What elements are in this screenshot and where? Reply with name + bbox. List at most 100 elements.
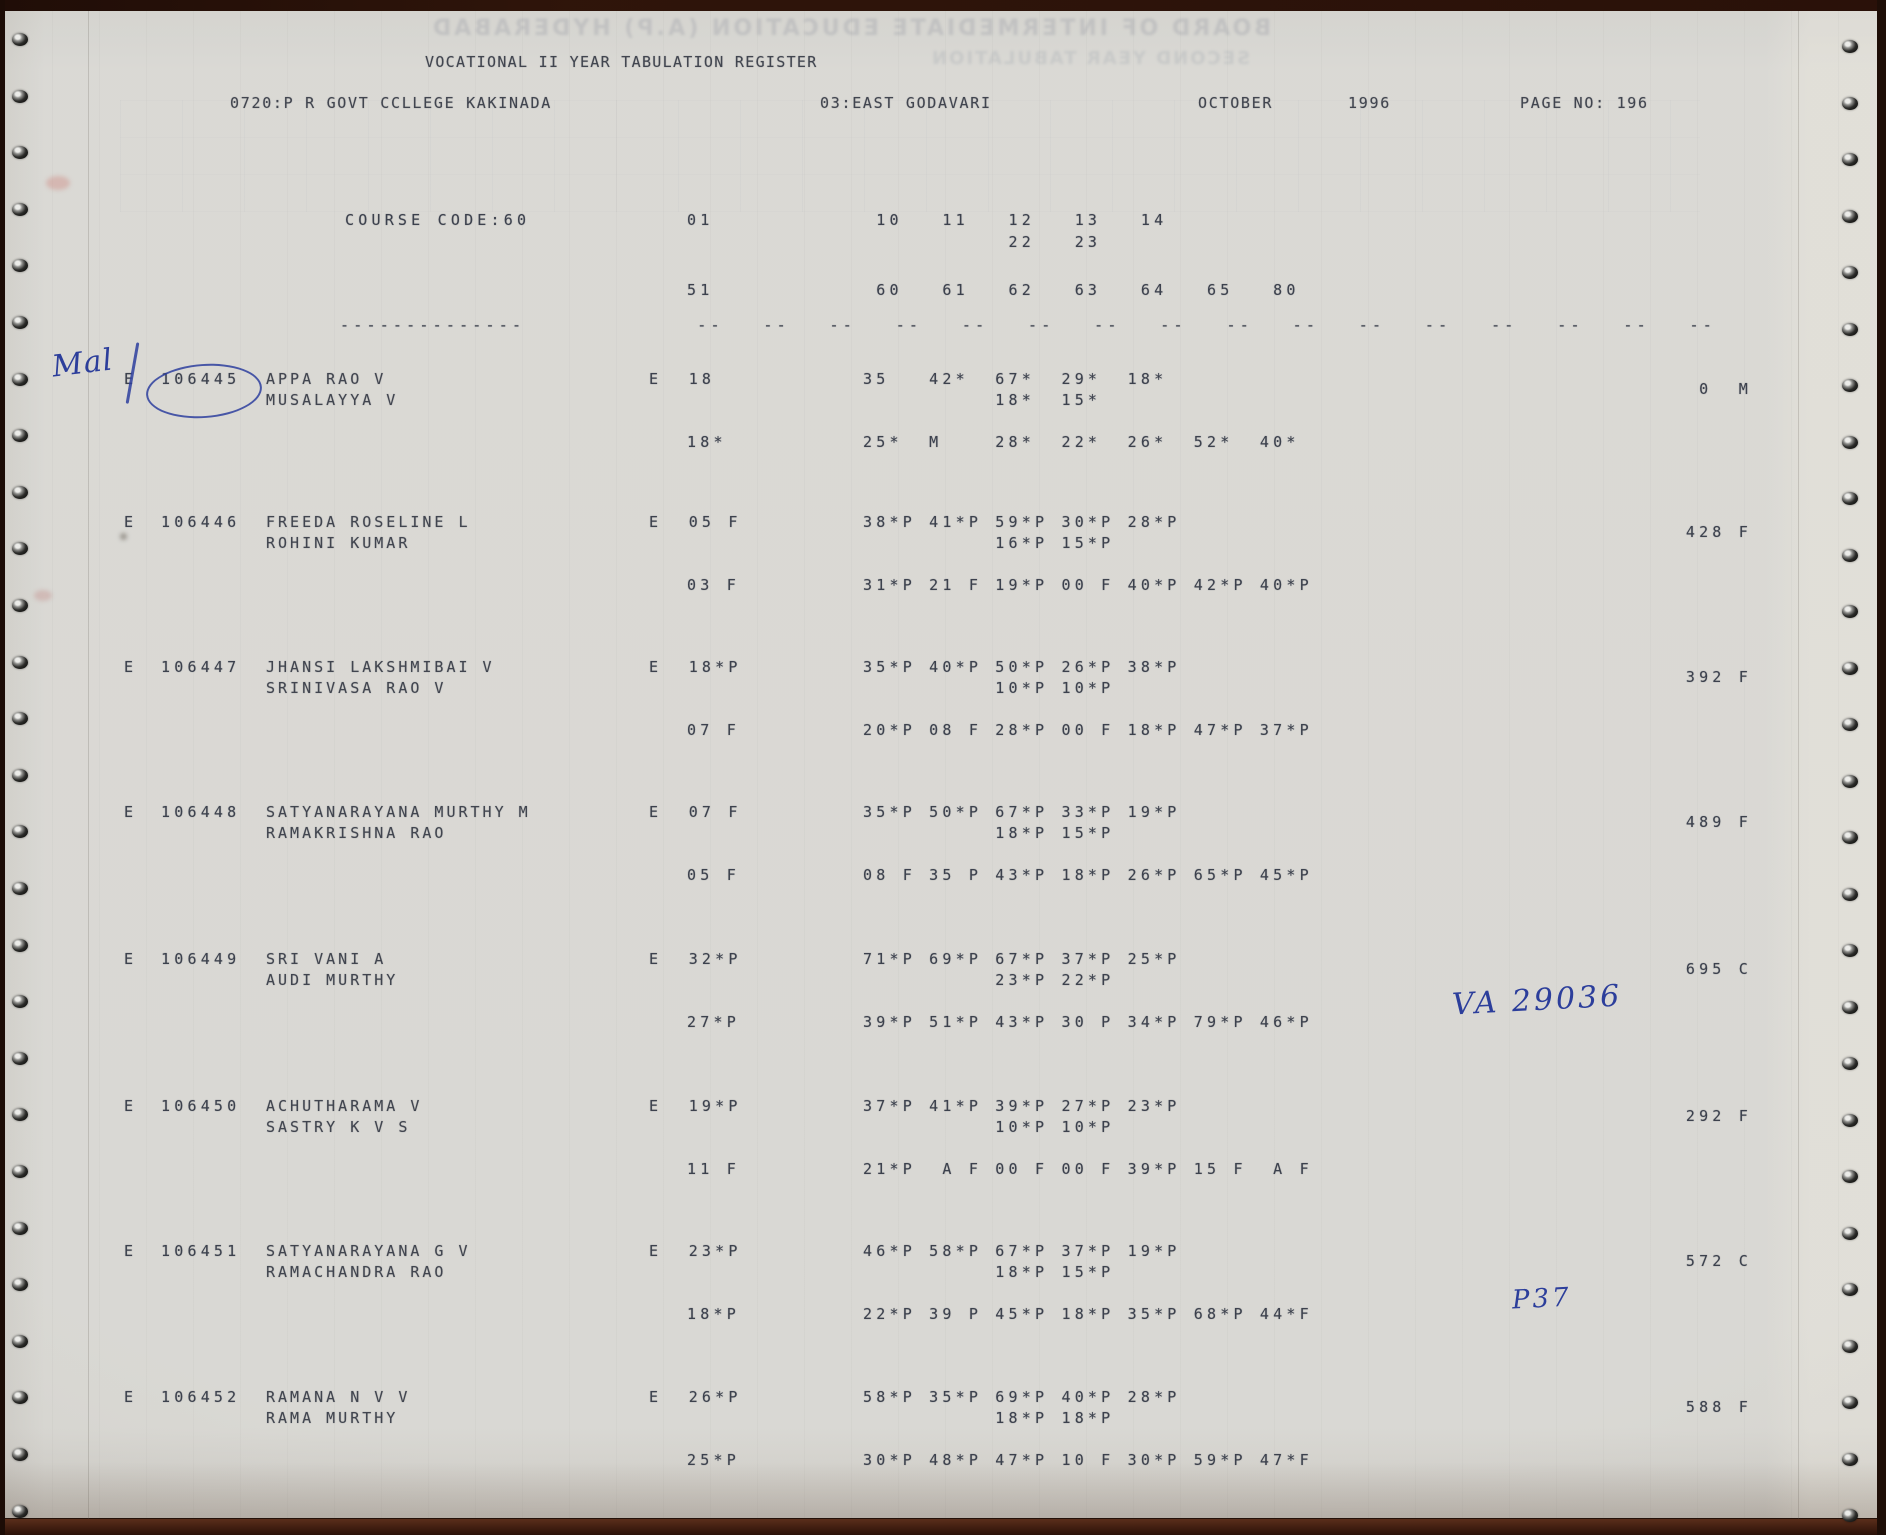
row-part2-value: 03 F bbox=[687, 576, 740, 594]
row-part2-value: 18* bbox=[687, 433, 727, 451]
bleedthrough-text: BOARD OF INTERMEDIATE EDUCATION (A.P) HY… bbox=[430, 16, 1272, 41]
row-marks-line2: 23*P 22*P bbox=[863, 971, 1115, 989]
sprocket-hole bbox=[1842, 887, 1858, 901]
sprocket-hole bbox=[12, 1334, 28, 1348]
row-marks-line2: 18*P 15*P bbox=[863, 1263, 1115, 1281]
row-part2-value: 11 F bbox=[687, 1160, 740, 1178]
exam-year: 1996 bbox=[1348, 94, 1391, 112]
row-marks-line3: 25* M 28* 22* 26* 52* 40* bbox=[863, 433, 1300, 451]
row-marks-line3: 30*P 48*P 47*P 10 F 30*P 59*P 47*F bbox=[863, 1451, 1313, 1469]
row-medium-flag: E bbox=[124, 370, 137, 388]
row-total-result: 392 F bbox=[1685, 668, 1752, 686]
row-marks-line3: 22*P 39 P 45*P 18*P 35*P 68*P 44*F bbox=[863, 1305, 1313, 1323]
sprocket-hole bbox=[1842, 322, 1858, 336]
exam-month: OCTOBER bbox=[1198, 94, 1274, 112]
row-medium-flag: E bbox=[124, 950, 138, 968]
row-part2-value: 05 F bbox=[687, 866, 740, 884]
row-marks-line1: 35*P 40*P 50*P 26*P 38*P bbox=[863, 658, 1181, 676]
row-candidate-name: ACHUTHARAMA V bbox=[266, 1097, 423, 1115]
row-marks-line3: 39*P 51*P 43*P 30 P 34*P 79*P 46*P bbox=[863, 1013, 1313, 1031]
part2-paper-code: 51 bbox=[687, 281, 714, 299]
row-part1-value: E 26*P bbox=[649, 1388, 742, 1406]
sprocket-hole bbox=[1842, 96, 1858, 110]
sprocket-hole bbox=[1842, 1170, 1858, 1183]
row-regno: 106447 bbox=[161, 658, 241, 676]
sprocket-hole bbox=[1842, 1452, 1858, 1466]
row-marks-line3: 21*P A F 00 F 00 F 39*P 15 F A F bbox=[863, 1160, 1313, 1178]
subject-codes-row2: 22 23 bbox=[863, 233, 1102, 251]
perforation-line bbox=[88, 11, 89, 1519]
row-marks-line3: 31*P 21 F 19*P 00 F 40*P 42*P 40*P bbox=[863, 576, 1313, 594]
row-marks-line2: 18*P 15*P bbox=[863, 824, 1115, 842]
handwritten-row-note: P37 bbox=[1511, 1282, 1573, 1316]
row-candidate-name: SATYANARAYANA G V bbox=[266, 1242, 471, 1260]
row-marks-line2: 16*P 15*P bbox=[863, 534, 1115, 552]
sprocket-hole bbox=[12, 995, 28, 1009]
row-marks-line1: 37*P 41*P 39*P 27*P 23*P bbox=[863, 1097, 1181, 1115]
paper-speck bbox=[120, 533, 127, 540]
sprocket-hole bbox=[12, 882, 28, 895]
sprocket-hole bbox=[12, 542, 28, 556]
sprocket-hole bbox=[12, 712, 28, 726]
row-marks-line2: 18* 15* bbox=[863, 391, 1102, 409]
paper-smudge bbox=[34, 590, 52, 601]
row-regno: 106452 bbox=[161, 1388, 241, 1406]
sprocket-hole bbox=[1842, 1396, 1858, 1409]
row-marks-line3: 08 F 35 P 43*P 18*P 26*P 65*P 45*P bbox=[863, 866, 1313, 884]
sprocket-hole bbox=[1842, 435, 1858, 449]
sprocket-hole bbox=[1842, 831, 1858, 844]
sprocket-hole bbox=[12, 485, 28, 499]
subject-codes-row3: 60 61 62 63 64 65 80 bbox=[863, 281, 1300, 299]
row-marks-line1: 35 42* 67* 29* 18* bbox=[863, 370, 1168, 388]
sprocket-hole bbox=[1842, 548, 1858, 562]
row-father-name: RAMAKRISHNA RAO bbox=[266, 824, 447, 842]
row-marks-line1: 71*P 69*P 67*P 37*P 25*P bbox=[863, 950, 1181, 968]
row-regno: 106446 bbox=[161, 513, 241, 531]
subject-codes-row1: 10 11 12 13 14 bbox=[863, 211, 1168, 229]
sprocket-hole bbox=[1842, 1000, 1858, 1014]
sprocket-hole bbox=[12, 1504, 28, 1518]
sprocket-hole bbox=[12, 599, 28, 612]
scan-edge-right bbox=[1877, 0, 1886, 1535]
sprocket-hole bbox=[12, 146, 28, 160]
sprocket-hole bbox=[1842, 209, 1858, 223]
sprocket-hole bbox=[12, 938, 28, 952]
row-candidate-name: SRI VANI A bbox=[266, 950, 387, 968]
row-part1-value: E 32*P bbox=[649, 950, 742, 968]
row-marks-line1: 38*P 41*P 59*P 30*P 28*P bbox=[863, 513, 1181, 531]
sprocket-hole bbox=[12, 1278, 28, 1292]
sprocket-hole bbox=[1842, 40, 1858, 53]
row-candidate-name: APPA RAO V bbox=[266, 370, 387, 388]
sprocket-hole bbox=[12, 1391, 28, 1405]
sprocket-hole bbox=[12, 372, 28, 386]
row-medium-flag: E bbox=[124, 1242, 138, 1260]
row-medium-flag: E bbox=[124, 803, 138, 821]
sprocket-hole bbox=[12, 655, 28, 669]
sprocket-hole bbox=[12, 1051, 28, 1065]
row-total-result: 292 F bbox=[1685, 1107, 1752, 1125]
sprocket-hole bbox=[12, 1448, 28, 1461]
sprocket-hole bbox=[1842, 153, 1858, 166]
sprocket-hole bbox=[12, 1221, 28, 1235]
row-part1-value: E 23*P bbox=[649, 1242, 742, 1260]
row-part1-value: E 07 F bbox=[649, 803, 742, 821]
sprocket-hole bbox=[1842, 1339, 1858, 1353]
row-total-result: 0 M bbox=[1699, 380, 1752, 398]
row-marks-line1: 46*P 58*P 67*P 37*P 19*P bbox=[863, 1242, 1181, 1260]
row-part1-value: E 18 bbox=[649, 370, 716, 388]
row-marks-line2: 10*P 10*P bbox=[863, 1118, 1115, 1136]
row-total-result: 489 F bbox=[1685, 813, 1752, 831]
sprocket-hole bbox=[12, 33, 28, 46]
row-regno: 106450 bbox=[161, 1097, 241, 1115]
scan-shadow-bottom bbox=[0, 1462, 1886, 1519]
sprocket-hole bbox=[12, 202, 28, 216]
row-part2-value: 07 F bbox=[687, 721, 740, 739]
handwritten-left-note: Mal bbox=[50, 342, 116, 385]
sprocket-hole bbox=[1842, 266, 1858, 279]
sprocket-hole bbox=[1842, 1113, 1858, 1127]
row-total-result: 588 F bbox=[1685, 1398, 1752, 1416]
row-father-name: RAMA MURTHY bbox=[266, 1409, 399, 1427]
sprocket-hole bbox=[1842, 774, 1858, 788]
row-part1-value: E 05 F bbox=[649, 513, 742, 531]
